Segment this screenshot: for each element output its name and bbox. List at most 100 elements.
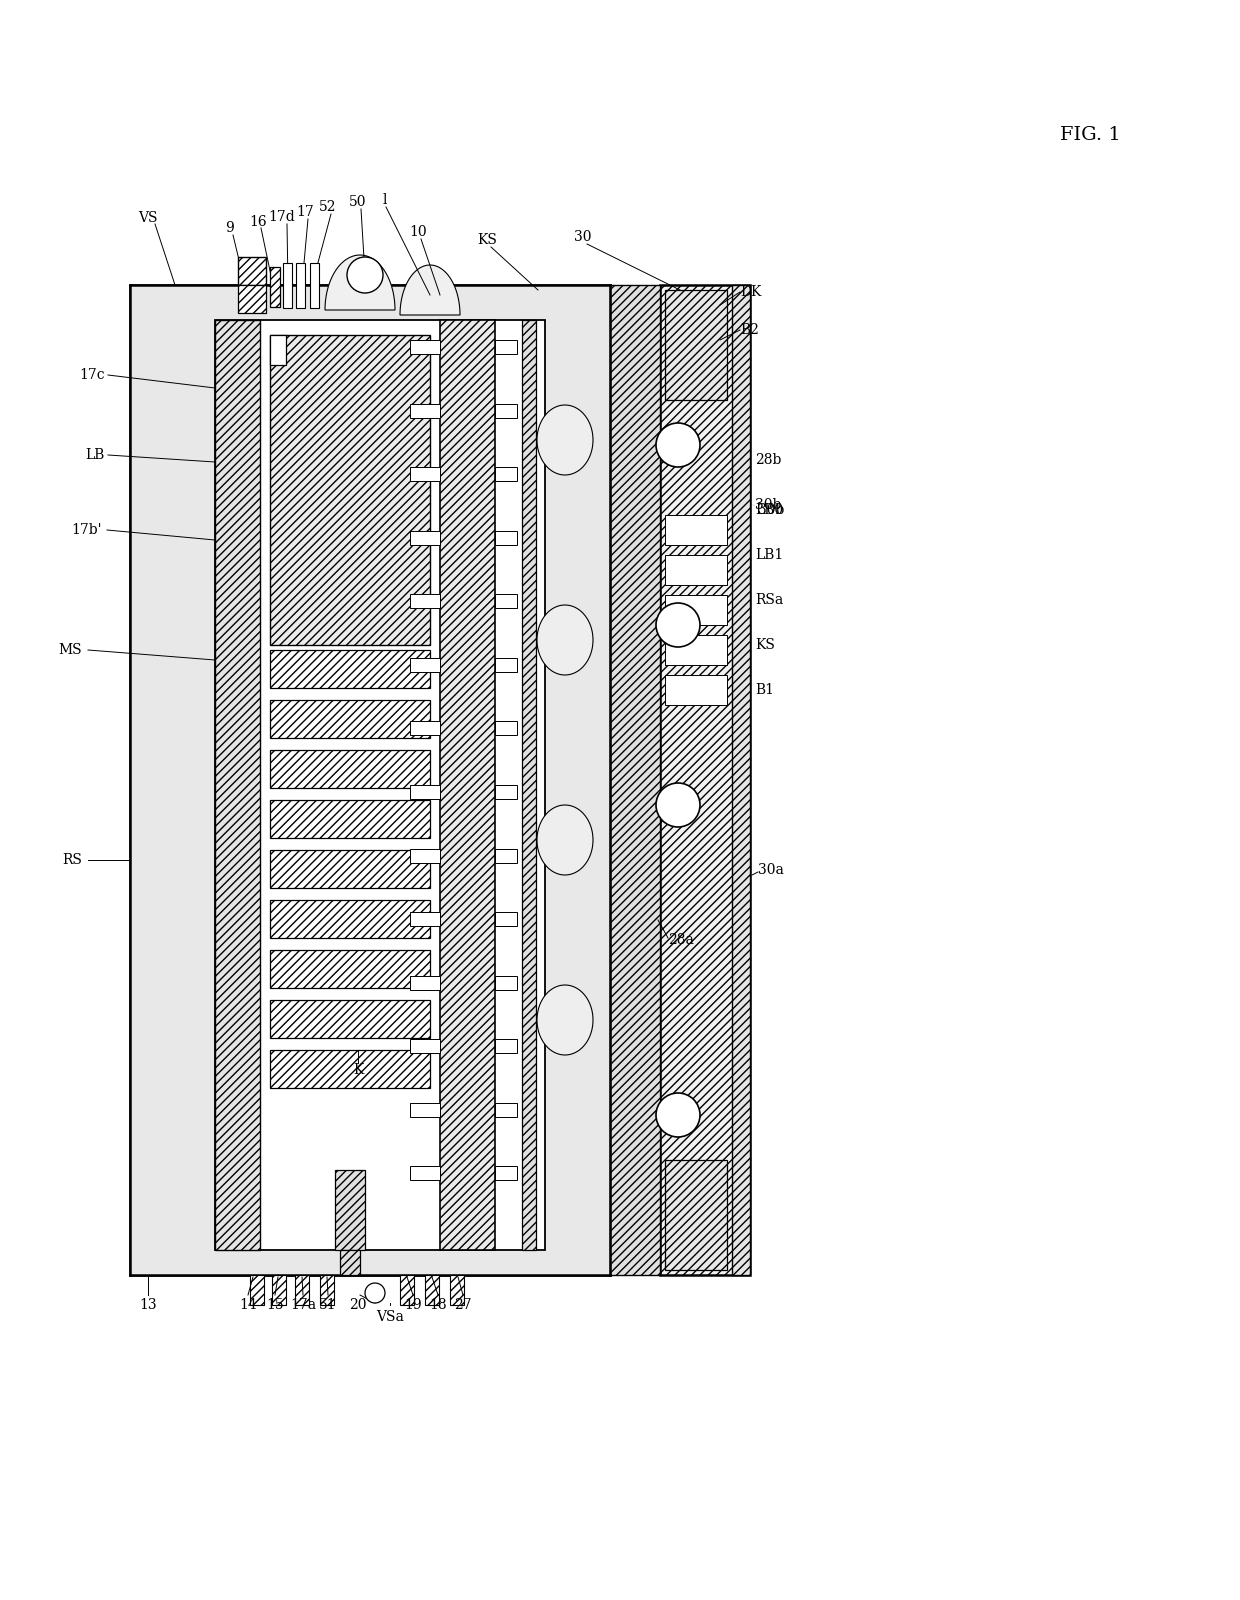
Bar: [410, 722, 440, 736]
Bar: [410, 912, 440, 926]
Text: DK: DK: [740, 285, 761, 299]
Bar: [495, 1040, 517, 1053]
Text: 30: 30: [574, 230, 591, 243]
Text: LB: LB: [86, 448, 105, 462]
Text: 17a: 17a: [290, 1298, 316, 1312]
Text: 19: 19: [404, 1298, 422, 1312]
Text: 18: 18: [429, 1298, 446, 1312]
Bar: [270, 750, 430, 787]
Text: 17b': 17b': [72, 523, 102, 538]
Text: RS: RS: [62, 853, 82, 867]
Polygon shape: [537, 986, 593, 1054]
Bar: [270, 267, 280, 307]
Circle shape: [365, 1283, 384, 1302]
Bar: [665, 595, 727, 626]
Bar: [660, 285, 750, 1275]
Text: 20: 20: [350, 1298, 367, 1312]
Bar: [270, 701, 430, 738]
Text: KS: KS: [477, 234, 497, 246]
Bar: [610, 285, 660, 1275]
Bar: [440, 320, 495, 1250]
Bar: [320, 1275, 334, 1306]
Bar: [270, 334, 286, 365]
Bar: [340, 1250, 360, 1275]
Text: LB0: LB0: [755, 502, 784, 517]
Polygon shape: [537, 605, 593, 675]
Bar: [546, 285, 610, 1275]
Bar: [238, 285, 267, 314]
Circle shape: [347, 258, 383, 293]
Bar: [296, 262, 305, 307]
Bar: [295, 1275, 309, 1306]
Bar: [270, 1000, 430, 1038]
Bar: [450, 1275, 464, 1306]
Text: 28b: 28b: [755, 453, 781, 467]
Bar: [410, 786, 440, 798]
Bar: [130, 285, 610, 1275]
Bar: [665, 290, 727, 400]
Text: RSa: RSa: [755, 594, 784, 606]
Bar: [272, 1275, 286, 1306]
Bar: [270, 800, 430, 838]
Text: MS: MS: [58, 643, 82, 658]
Bar: [238, 258, 267, 285]
Bar: [495, 848, 517, 862]
Text: B1: B1: [755, 683, 774, 698]
Text: K: K: [353, 1062, 363, 1077]
Bar: [495, 403, 517, 418]
Text: 27: 27: [454, 1298, 471, 1312]
Bar: [410, 467, 440, 482]
Bar: [130, 285, 215, 1275]
Bar: [250, 1275, 264, 1306]
Circle shape: [656, 1093, 701, 1138]
Bar: [270, 334, 430, 645]
Bar: [425, 1275, 439, 1306]
Bar: [495, 912, 517, 926]
Bar: [401, 1275, 414, 1306]
Bar: [665, 635, 727, 666]
Bar: [410, 1102, 440, 1117]
Text: 17d: 17d: [269, 210, 295, 224]
Bar: [335, 1170, 365, 1250]
Bar: [215, 320, 546, 1250]
Text: B2: B2: [740, 323, 759, 338]
Bar: [495, 1102, 517, 1117]
Bar: [495, 341, 517, 354]
Bar: [410, 658, 440, 672]
Text: FIG. 1: FIG. 1: [1060, 126, 1121, 144]
Bar: [270, 899, 430, 938]
Text: 28a: 28a: [668, 933, 694, 947]
Bar: [732, 285, 750, 1275]
Circle shape: [656, 782, 701, 827]
Bar: [495, 976, 517, 990]
Text: 15: 15: [267, 1298, 284, 1312]
Bar: [410, 341, 440, 354]
Bar: [410, 594, 440, 608]
Text: 52: 52: [319, 200, 337, 214]
Bar: [495, 531, 517, 544]
Text: 9: 9: [226, 221, 234, 235]
Bar: [270, 850, 430, 888]
Bar: [495, 786, 517, 798]
Bar: [310, 262, 319, 307]
Bar: [215, 320, 260, 1250]
Bar: [495, 467, 517, 482]
Text: 16: 16: [249, 214, 267, 229]
Polygon shape: [537, 405, 593, 475]
Text: LB1: LB1: [755, 547, 784, 562]
Polygon shape: [401, 266, 460, 315]
Text: KS: KS: [755, 638, 775, 653]
Bar: [495, 658, 517, 672]
Bar: [270, 950, 430, 987]
Bar: [665, 1160, 727, 1270]
Text: 50: 50: [350, 195, 367, 210]
Bar: [130, 1250, 610, 1275]
Bar: [410, 403, 440, 418]
Bar: [410, 531, 440, 544]
Text: l: l: [383, 194, 387, 206]
Bar: [283, 262, 291, 307]
Polygon shape: [537, 805, 593, 875]
Text: 13: 13: [139, 1298, 156, 1312]
Text: VSa: VSa: [376, 1310, 404, 1325]
Bar: [410, 1166, 440, 1181]
